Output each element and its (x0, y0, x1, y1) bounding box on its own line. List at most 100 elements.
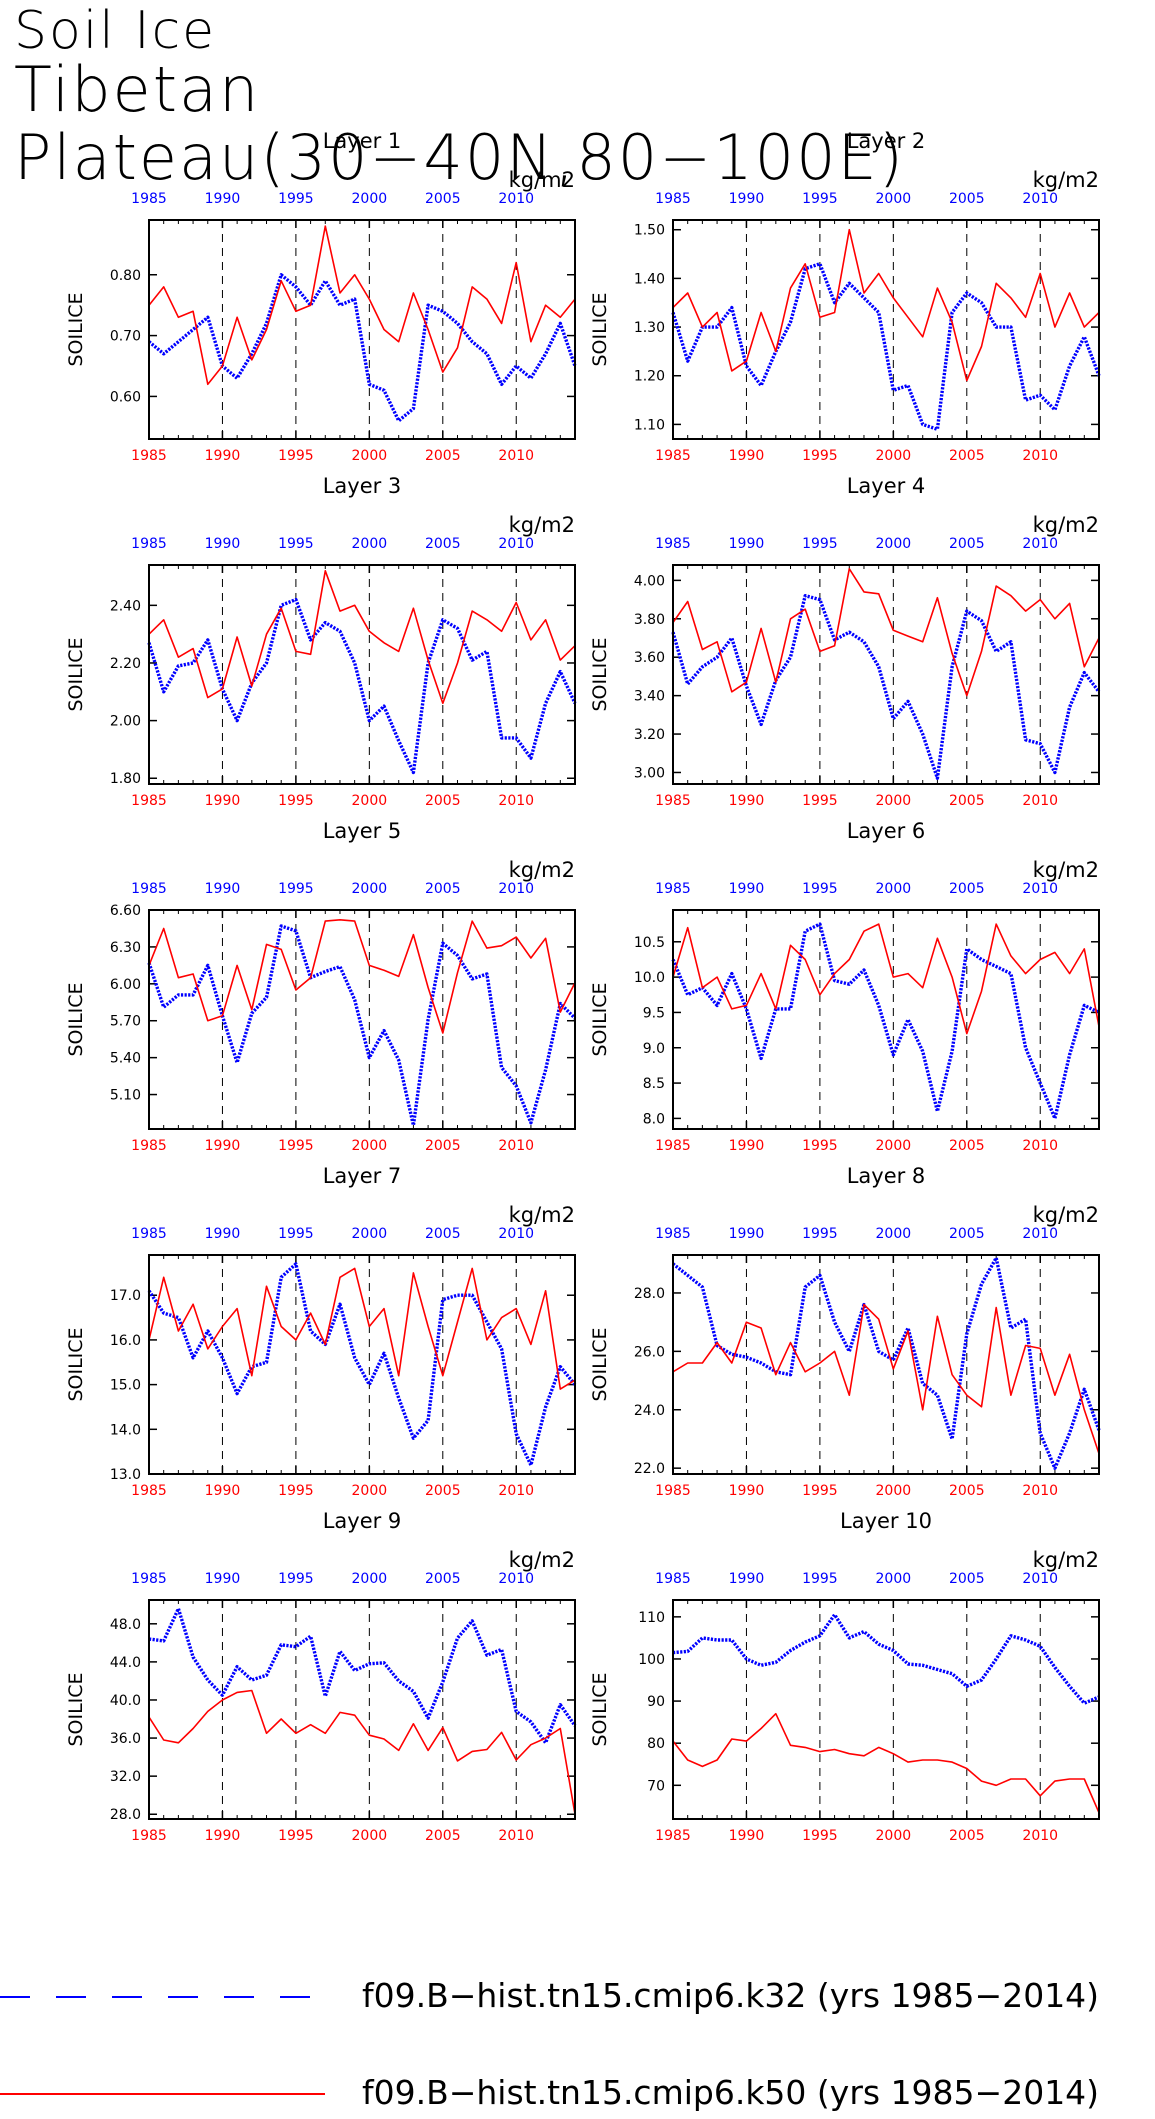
x-tick-label-bottom: 1995 (802, 1828, 838, 1844)
y-tick-label: 1.50 (634, 223, 665, 239)
x-tick-label-bottom: 1985 (655, 793, 691, 809)
y-axis-label: SOILICE (65, 292, 87, 366)
x-tick-label-bottom: 2000 (352, 1828, 388, 1844)
x-tick-label-top: 2000 (876, 1226, 912, 1242)
x-tick-label-top: 1985 (655, 191, 691, 207)
series-line-k32 (671, 262, 1101, 431)
plot-frame (148, 564, 576, 785)
units-label: kg/m2 (509, 513, 575, 537)
series-line-k32 (147, 924, 577, 1128)
y-axis-label: SOILICE (589, 1672, 611, 1746)
plot-frame (672, 909, 1100, 1130)
x-tick-label-top: 1995 (278, 881, 314, 897)
x-tick-label-bottom: 2010 (498, 1483, 534, 1499)
chart-panel-6: Layer 6 kg/m2 SOILICE 1985 1985 1990 1990 1995 1… (589, 819, 1100, 1154)
x-tick-label-bottom: 1985 (655, 1483, 691, 1499)
x-tick-label-bottom: 2010 (498, 448, 534, 464)
legend-label-k50: f09.B−hist.tn15.cmip6.k50 (yrs 1985−2014… (362, 2073, 1100, 2112)
x-tick-label-bottom: 1990 (729, 1138, 765, 1154)
y-tick-label: 5.70 (110, 1014, 141, 1030)
y-tick-label: 80 (647, 1736, 665, 1752)
y-tick-label: 8.5 (643, 1076, 665, 1092)
series-line-k50 (148, 1689, 576, 1815)
panel-title: Layer 4 (847, 474, 926, 498)
x-tick-label-top: 1990 (205, 191, 241, 207)
y-tick-label: 3.40 (634, 689, 665, 705)
panel-title: Layer 10 (840, 1509, 932, 1533)
x-tick-label-top: 1995 (802, 1226, 838, 1242)
x-tick-label-top: 2005 (425, 1226, 461, 1242)
x-tick-label-bottom: 2005 (949, 1138, 985, 1154)
x-tick-label-top: 2000 (876, 1571, 912, 1587)
panel-title: Layer 2 (847, 129, 926, 153)
x-tick-label-bottom: 2000 (876, 448, 912, 464)
x-tick-label-bottom: 2005 (949, 1483, 985, 1499)
chart-panel-10: Layer 10 kg/m2 SOILICE 1985 1985 1990 1990 1995… (589, 1509, 1100, 1844)
panel-title: Layer 3 (323, 474, 402, 498)
x-tick-label-top: 1995 (278, 1226, 314, 1242)
series-line-k50 (672, 1303, 1100, 1454)
x-tick-label-top: 2005 (949, 191, 985, 207)
x-tick-label-bottom: 2010 (498, 793, 534, 809)
y-tick-label: 2.00 (110, 714, 141, 730)
y-tick-label: 110 (638, 1610, 665, 1626)
y-tick-label: 40.0 (110, 1693, 141, 1709)
y-tick-label: 2.20 (110, 656, 141, 672)
y-tick-label: 0.70 (110, 329, 141, 345)
x-tick-label-top: 2005 (949, 1226, 985, 1242)
y-tick-label: 1.30 (634, 320, 665, 336)
x-tick-label-bottom: 1990 (729, 1483, 765, 1499)
x-tick-label-top: 2005 (949, 881, 985, 897)
x-tick-label-bottom: 1990 (205, 448, 241, 464)
x-tick-label-bottom: 2010 (1022, 1138, 1058, 1154)
y-tick-label: 3.00 (634, 765, 665, 781)
x-tick-label-top: 1990 (729, 536, 765, 552)
y-tick-label: 1.10 (634, 417, 665, 433)
x-tick-label-bottom: 2005 (425, 1483, 461, 1499)
x-tick-label-bottom: 2000 (876, 1483, 912, 1499)
y-tick-label: 6.60 (110, 903, 141, 919)
x-tick-label-bottom: 1985 (655, 448, 691, 464)
y-tick-label: 48.0 (110, 1617, 141, 1633)
x-tick-label-bottom: 2010 (1022, 1483, 1058, 1499)
x-tick-label-top: 2000 (352, 881, 388, 897)
x-tick-label-bottom: 1985 (131, 793, 167, 809)
x-tick-label-top: 2005 (425, 536, 461, 552)
panel-title: Layer 9 (323, 1509, 402, 1533)
x-tick-label-top: 1985 (131, 1226, 167, 1242)
series-line-k50 (148, 918, 576, 1034)
x-tick-label-bottom: 2000 (876, 793, 912, 809)
y-axis-label: SOILICE (65, 1327, 87, 1401)
series-line-k50 (672, 228, 1100, 382)
y-tick-label: 1.40 (634, 271, 665, 287)
y-tick-label: 44.0 (110, 1655, 141, 1671)
x-tick-label-bottom: 2010 (1022, 1828, 1058, 1844)
plot-frame (672, 219, 1100, 440)
y-axis-label: SOILICE (65, 1672, 87, 1746)
x-tick-label-bottom: 2000 (352, 1138, 388, 1154)
x-tick-label-bottom: 2000 (352, 1483, 388, 1499)
y-axis-label: SOILICE (65, 982, 87, 1056)
x-tick-label-top: 2010 (1022, 536, 1058, 552)
plot-frame (148, 909, 576, 1130)
x-tick-label-bottom: 1990 (205, 1828, 241, 1844)
x-tick-label-top: 2010 (1022, 1571, 1058, 1587)
panel-title: Layer 1 (323, 129, 402, 153)
x-tick-label-top: 2005 (949, 536, 985, 552)
x-tick-label-top: 2010 (498, 1571, 534, 1587)
x-tick-label-top: 1985 (131, 191, 167, 207)
x-tick-label-bottom: 2005 (949, 793, 985, 809)
y-axis-label: SOILICE (589, 637, 611, 711)
chart-panel-2: Layer 2 kg/m2 SOILICE 1985 1985 1990 1990 1995 1… (589, 129, 1101, 464)
x-tick-label-bottom: 2010 (1022, 793, 1058, 809)
x-tick-label-top: 2005 (949, 1571, 985, 1587)
x-tick-label-top: 2000 (352, 1226, 388, 1242)
legend: f09.B−hist.tn15.cmip6.k32 (yrs 1985−2014… (0, 1940, 1155, 2119)
y-axis-label: SOILICE (589, 982, 611, 1056)
x-tick-label-bottom: 2005 (425, 1138, 461, 1154)
x-tick-label-top: 1990 (729, 881, 765, 897)
y-tick-label: 2.40 (110, 598, 141, 614)
series-line-k50 (672, 567, 1100, 697)
x-tick-label-top: 1985 (131, 536, 167, 552)
x-tick-label-bottom: 1985 (131, 1828, 167, 1844)
